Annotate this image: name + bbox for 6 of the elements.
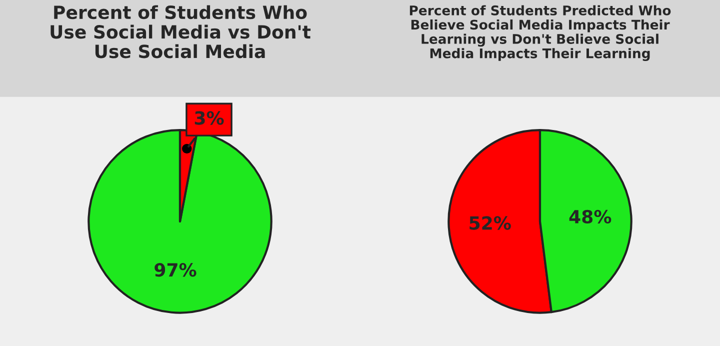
- data-label: 97%: [154, 263, 196, 277]
- chart-title: Percent of Students Who Use Social Media vs Don't Use Social Media: [50, 5, 311, 58]
- data-label: 48%: [569, 210, 612, 224]
- data-label: 3%: [194, 111, 224, 125]
- data-label: 52%: [470, 216, 511, 230]
- chart-title: Percent of Students Predicted Who Believe Social Media Impacts Their Learning vs Don't Believe Social Media Impacts Their Learning: [410, 5, 671, 61]
